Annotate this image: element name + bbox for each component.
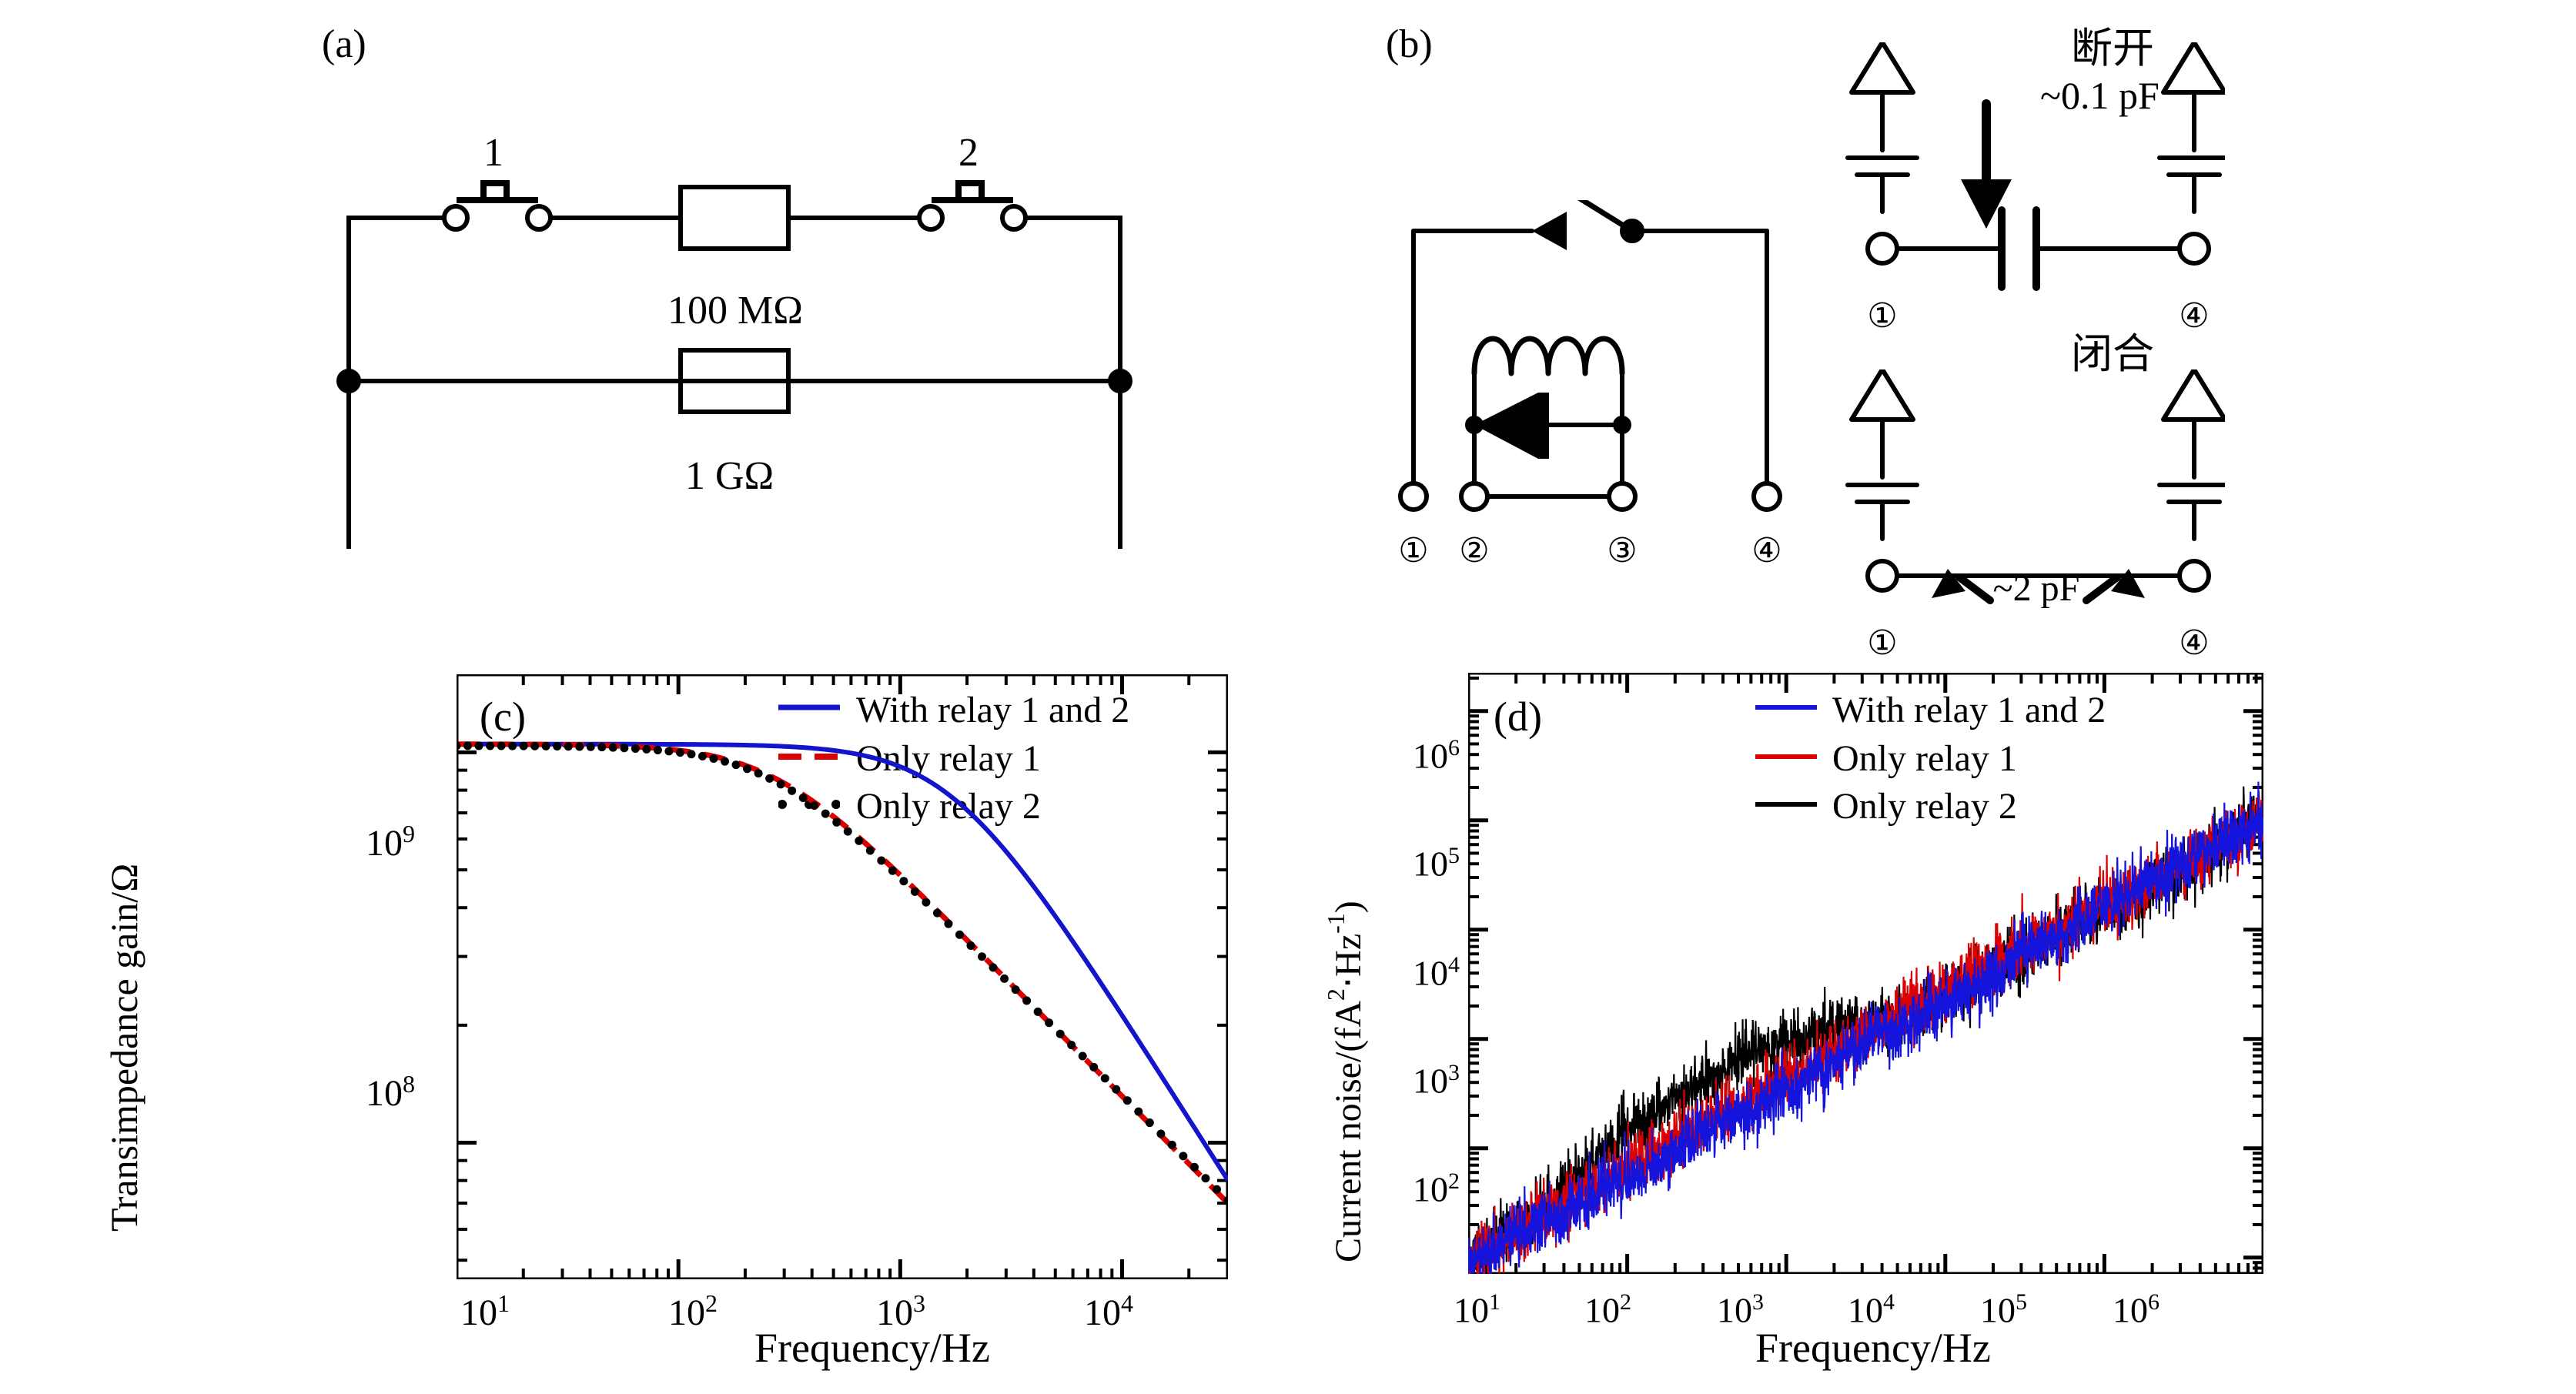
svg-text:~2 pF: ~2 pF xyxy=(1993,568,2080,609)
svg-text:1 GΩ: 1 GΩ xyxy=(685,454,774,498)
svg-text:④: ④ xyxy=(2179,297,2209,335)
svg-text:2: 2 xyxy=(958,131,979,175)
svg-text:1: 1 xyxy=(483,131,503,175)
svg-text:①: ① xyxy=(1398,532,1428,570)
svg-text:④: ④ xyxy=(2179,624,2209,662)
svg-text:100 MΩ: 100 MΩ xyxy=(667,289,803,333)
svg-text:③: ③ xyxy=(1607,532,1637,570)
svg-text:④: ④ xyxy=(1751,532,1781,570)
svg-text:①: ① xyxy=(1867,624,1897,662)
svg-text:①: ① xyxy=(1867,297,1897,335)
svg-text:②: ② xyxy=(1459,532,1489,570)
